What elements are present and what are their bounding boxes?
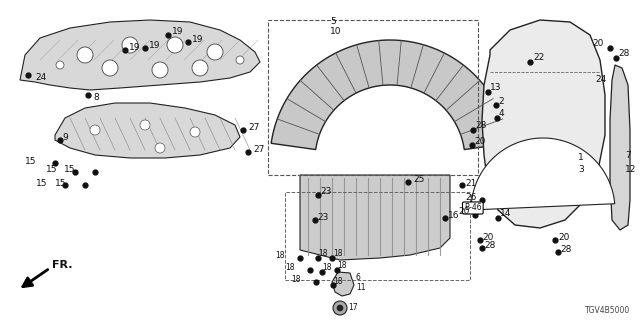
Bar [285,192,470,280]
Text: 24: 24 [595,76,606,84]
Text: 18: 18 [275,252,285,260]
Text: 20: 20 [458,207,469,217]
Circle shape [56,61,64,69]
Circle shape [192,60,208,76]
Text: 18: 18 [322,263,332,273]
Circle shape [102,60,118,76]
Polygon shape [482,20,605,228]
Polygon shape [300,175,450,260]
Text: 18: 18 [291,276,301,284]
Text: 2: 2 [498,97,504,106]
Text: 15: 15 [24,156,36,165]
Text: 20: 20 [482,233,493,242]
Polygon shape [471,138,615,210]
Text: 9: 9 [62,133,68,142]
Text: 28: 28 [560,244,572,253]
Text: 15: 15 [54,179,66,188]
Text: 8: 8 [93,92,99,101]
Text: 15: 15 [45,165,57,174]
Text: 28: 28 [475,122,486,131]
Polygon shape [20,20,260,90]
Text: 28: 28 [484,241,495,250]
Text: 4: 4 [499,109,504,118]
Circle shape [207,44,223,60]
Text: 20: 20 [558,233,570,242]
Text: 13: 13 [490,84,502,92]
Text: 21: 21 [465,179,476,188]
Text: 23: 23 [320,188,332,196]
Text: 22: 22 [533,53,544,62]
Circle shape [140,120,150,130]
Circle shape [337,305,343,311]
Text: 16: 16 [448,212,460,220]
Text: 10: 10 [330,28,342,36]
Text: 6: 6 [356,273,361,282]
Text: 18: 18 [333,250,342,259]
Text: 14: 14 [500,210,511,219]
Text: 20: 20 [474,137,485,146]
Circle shape [122,37,138,53]
Circle shape [333,301,347,315]
Polygon shape [332,272,354,296]
Text: 27: 27 [248,124,259,132]
Polygon shape [610,65,630,230]
Polygon shape [55,103,240,158]
Text: 5: 5 [330,18,336,27]
Text: 11: 11 [356,283,365,292]
Circle shape [77,47,93,63]
Text: 15: 15 [35,179,47,188]
Text: 18: 18 [285,263,294,273]
Text: 25: 25 [413,175,424,185]
Text: 24: 24 [35,73,46,82]
Text: 26: 26 [465,193,476,202]
Text: 1: 1 [578,154,584,163]
Bar [268,20,478,175]
Text: 12: 12 [625,165,636,174]
Text: 27: 27 [253,146,264,155]
Text: 7: 7 [625,150,631,159]
Text: 19: 19 [192,36,204,44]
Circle shape [90,125,100,135]
Circle shape [152,62,168,78]
Text: 19: 19 [129,44,141,52]
Circle shape [155,143,165,153]
Circle shape [190,127,200,137]
Text: 15: 15 [63,165,75,174]
Text: TGV4B5000: TGV4B5000 [585,306,630,315]
Text: 18: 18 [333,276,342,285]
Text: 20: 20 [592,39,604,49]
Text: 23: 23 [317,213,328,222]
Text: 3: 3 [578,165,584,174]
Text: 17: 17 [348,303,358,313]
Circle shape [236,56,244,64]
Text: FR.: FR. [52,260,72,270]
Polygon shape [271,40,509,149]
Text: B-46: B-46 [464,204,482,212]
Text: 19: 19 [172,28,184,36]
Circle shape [167,37,183,53]
Text: 18: 18 [318,250,328,259]
Text: 19: 19 [149,42,161,51]
Text: 28: 28 [618,50,629,59]
Text: 18: 18 [337,261,346,270]
